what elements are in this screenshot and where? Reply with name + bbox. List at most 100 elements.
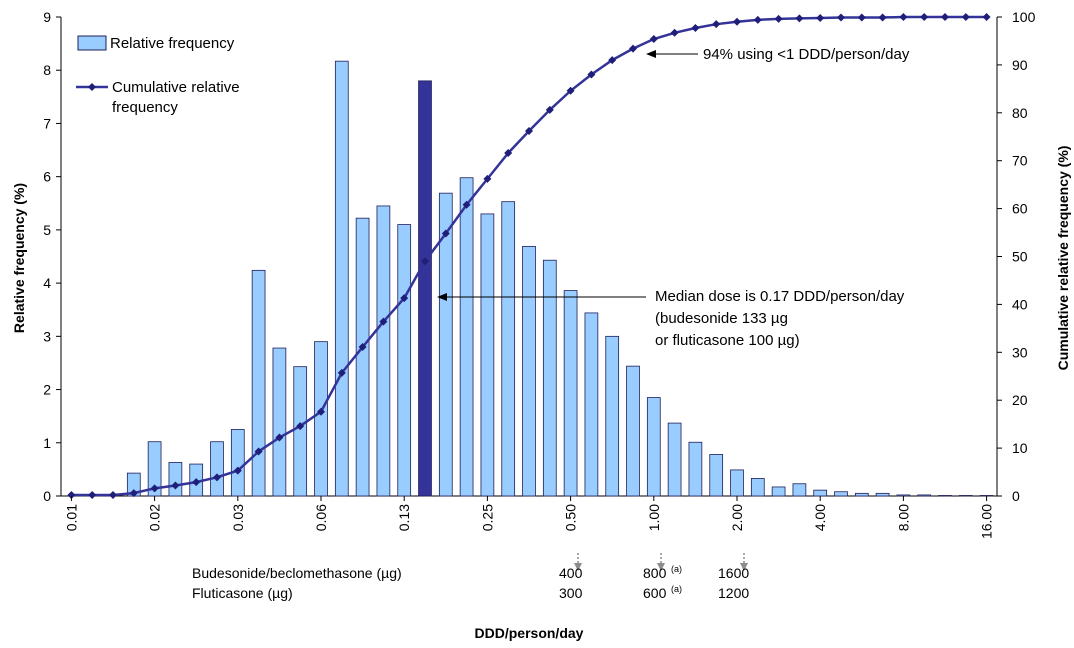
frequency-bar xyxy=(272,347,287,497)
cumulative-point xyxy=(878,13,887,22)
y-right-tick-label: 20 xyxy=(1012,392,1028,408)
y-right-tick-label: 90 xyxy=(1012,57,1028,73)
conversion-row1-label: Budesonide/beclomethasone (µg) xyxy=(192,565,402,581)
cumulative-point xyxy=(233,466,242,475)
frequency-bar xyxy=(438,192,453,497)
frequency-bar xyxy=(459,177,474,497)
y-axis-left-title: Relative frequency (%) xyxy=(11,183,27,333)
legend-bar-swatch xyxy=(77,35,107,51)
legend-line-label-1: Cumulative relative xyxy=(112,79,240,96)
cumulative-point xyxy=(691,24,700,33)
frequency-bar xyxy=(854,492,869,497)
cumulative-point xyxy=(67,491,76,500)
frequency-bar xyxy=(355,217,370,497)
conversion-row2-value: 1200 xyxy=(718,585,749,601)
cumulative-point xyxy=(317,407,325,416)
frequency-bar xyxy=(979,495,994,497)
legend-line-marker xyxy=(88,83,96,91)
cumulative-point xyxy=(982,13,991,21)
legend: Relative frequency Cumulative relative f… xyxy=(76,35,240,116)
conversion-arrows xyxy=(574,553,748,571)
y-right-tick-label: 50 xyxy=(1012,249,1028,265)
annotation-median-line-2: (budesonide 133 µg xyxy=(655,310,788,327)
x-tick-label: 4.00 xyxy=(812,504,828,531)
frequency-bar xyxy=(563,290,578,497)
frequency-bar xyxy=(168,462,183,497)
annotation-94-percent: 94% using <1 DDD/person/day xyxy=(646,46,910,63)
frequency-bar xyxy=(667,422,682,497)
cumulative-point xyxy=(733,17,741,26)
y-left-tick-label: 5 xyxy=(43,222,51,238)
frequency-bar xyxy=(542,259,557,497)
cumulative-point xyxy=(649,35,658,44)
frequency-bar xyxy=(646,397,661,497)
cumulative-point xyxy=(504,149,513,158)
x-tick-label: 16.00 xyxy=(979,504,995,539)
frequency-bar xyxy=(480,213,495,497)
down-arrow-icon xyxy=(740,563,748,571)
legend-bar-label: Relative frequency xyxy=(110,35,235,52)
y-right-tick-label: 80 xyxy=(1012,105,1028,121)
frequency-bar xyxy=(896,494,911,497)
cumulative-point xyxy=(421,257,429,266)
cumulative-point xyxy=(296,422,305,431)
cumulative-point xyxy=(441,229,450,238)
conversion-footnote-mark: (a) xyxy=(671,584,682,594)
annotation-median: Median dose is 0.17 DDD/person/day (bude… xyxy=(437,288,905,349)
frequency-bar xyxy=(792,483,807,497)
cumulative-point xyxy=(712,20,721,29)
y-left-tick-label: 9 xyxy=(43,9,51,25)
x-tick-label: 0.03 xyxy=(230,504,246,531)
cumulative-point xyxy=(192,478,201,487)
x-axis-title: DDD/person/day xyxy=(475,625,584,641)
y-left-tick-label: 4 xyxy=(43,275,51,291)
cumulative-point xyxy=(753,15,762,24)
frequency-bar xyxy=(730,469,744,497)
frequency-bar xyxy=(958,495,973,497)
frequency-bar xyxy=(750,478,765,497)
y-left-tick-label: 7 xyxy=(43,115,51,131)
cumulative-point xyxy=(837,13,845,22)
cumulative-point xyxy=(920,13,929,21)
frequency-bar xyxy=(376,205,391,497)
y-right-tick-label: 40 xyxy=(1012,296,1028,312)
cumulative-point xyxy=(109,491,117,500)
bars-layer xyxy=(126,60,994,497)
cumulative-point xyxy=(670,28,679,37)
cumulative-point xyxy=(254,447,263,456)
x-tick-label: 0.01 xyxy=(63,504,79,531)
cumulative-point xyxy=(275,433,284,442)
cumulative-point xyxy=(129,489,138,498)
conversion-row2-value: 300 xyxy=(559,585,583,601)
frequency-bar xyxy=(522,245,536,497)
median-bar xyxy=(418,80,432,497)
frequency-bar xyxy=(813,489,828,497)
x-tick-label: 1.00 xyxy=(646,504,662,531)
conversion-table: Budesonide/beclomethasone (µg) Fluticaso… xyxy=(192,564,749,601)
cumulative-point xyxy=(171,481,180,490)
legend-line-label-2: frequency xyxy=(112,99,178,116)
cumulative-point xyxy=(337,368,346,377)
y-right-tick-label: 70 xyxy=(1012,153,1028,169)
cumulative-point xyxy=(213,473,221,482)
frequency-bar xyxy=(230,429,245,497)
cumulative-point xyxy=(400,294,409,303)
x-tick-label: 0.06 xyxy=(313,504,329,531)
cumulative-point xyxy=(608,56,617,65)
x-tick-label: 0.50 xyxy=(563,504,579,531)
y-left-tick-label: 8 xyxy=(43,62,51,78)
cumulative-point xyxy=(816,13,825,22)
y-right-tick-label: 10 xyxy=(1012,440,1028,456)
conversion-row2-label: Fluticasone (µg) xyxy=(192,585,293,601)
cumulative-point xyxy=(774,14,783,23)
y-left-tick-label: 3 xyxy=(43,328,51,344)
y-left-tick-label: 1 xyxy=(43,435,51,451)
y-axis-right-title: Cumulative relative frequency (%) xyxy=(1055,146,1071,371)
frequency-bar xyxy=(875,492,890,497)
frequency-bar xyxy=(688,441,703,497)
x-tick-label: 8.00 xyxy=(895,504,911,531)
frequency-bar xyxy=(938,495,952,497)
x-tick-label: 0.02 xyxy=(147,504,163,531)
